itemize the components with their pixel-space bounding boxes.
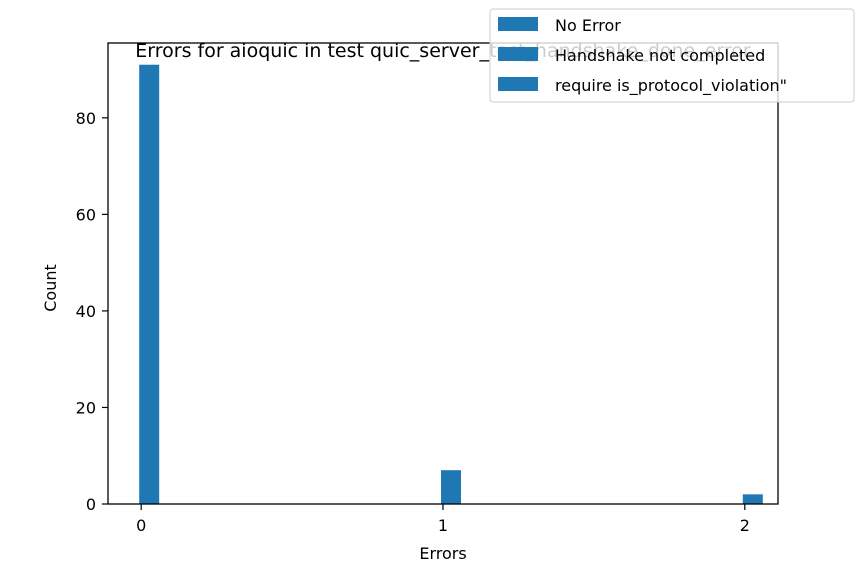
legend-box <box>489 8 855 103</box>
bar-1 <box>441 470 461 504</box>
legend-label-handshake: Handshake not completed <box>555 46 765 65</box>
bar-2 <box>742 494 763 504</box>
y-tick-label: 40 <box>76 302 96 321</box>
legend-swatch-protocol-violation <box>498 77 538 91</box>
legend-swatch-no-error <box>498 17 538 31</box>
y-tick-label: 20 <box>76 398 96 417</box>
y-axis-label: Count <box>41 264 60 312</box>
legend-swatch-handshake <box>498 47 538 61</box>
x-ticks: 0 1 2 <box>136 504 750 535</box>
bars-group <box>139 64 763 505</box>
plot-frame <box>107 42 779 505</box>
bar-0 <box>139 64 160 505</box>
y-tick-label: 80 <box>76 109 96 128</box>
x-axis-label: Errors <box>419 544 466 563</box>
x-tick-label: 1 <box>438 516 448 535</box>
legend-label-protocol-violation: require is_protocol_violation" <box>555 76 787 96</box>
legend-label-no-error: No Error <box>555 16 621 35</box>
x-tick-label: 2 <box>740 516 750 535</box>
y-tick-label: 0 <box>86 495 96 514</box>
y-ticks: 0 20 40 60 80 <box>76 109 108 514</box>
y-tick-label: 60 <box>76 205 96 224</box>
legend: No Error Handshake not completed require… <box>489 8 855 103</box>
x-tick-label: 0 <box>136 516 146 535</box>
